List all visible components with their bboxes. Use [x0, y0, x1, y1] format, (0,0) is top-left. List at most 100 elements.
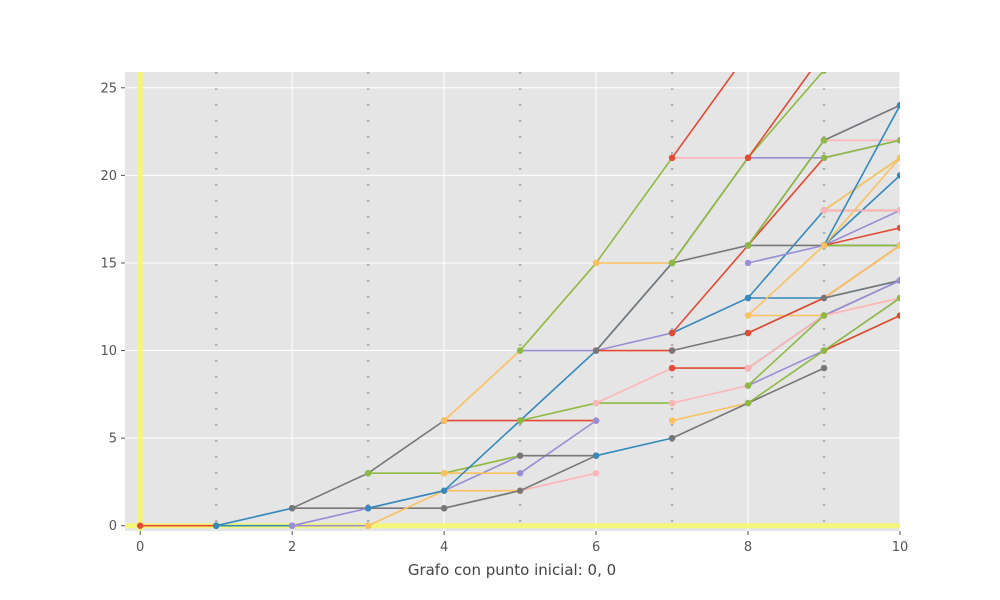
data-point: [744, 329, 752, 337]
data-point: [820, 347, 828, 354]
data-point: [516, 417, 524, 424]
data-point: [744, 399, 752, 407]
data-point: [744, 242, 752, 249]
plot-background: [125, 72, 900, 531]
data-point: [364, 505, 372, 512]
series-line: [823, 157, 900, 246]
data-point: [744, 154, 752, 162]
y-tick-label: 20: [100, 169, 117, 184]
data-point: [516, 452, 524, 459]
series-line: [216, 507, 293, 527]
x-tick-label: 2: [288, 540, 296, 555]
series-line: [823, 104, 900, 142]
y-tick-label: 10: [100, 344, 117, 359]
data-point: [821, 72, 827, 74]
series-15: [516, 417, 600, 477]
data-point: [896, 172, 900, 179]
data-point: [820, 137, 828, 144]
data-point: [820, 364, 828, 372]
data-point: [744, 259, 752, 267]
data-point: [440, 505, 448, 512]
data-point: [592, 417, 600, 424]
series-line: [747, 72, 812, 159]
x-tick-label: 10: [892, 540, 909, 555]
data-point: [288, 505, 296, 512]
x-tick-label: 4: [440, 540, 448, 555]
data-point: [592, 347, 600, 354]
series-line: [823, 297, 900, 317]
series-line: [671, 72, 736, 159]
data-point: [745, 50, 751, 56]
series-line: [823, 244, 900, 299]
series-line: [747, 244, 825, 317]
data-point: [668, 434, 676, 442]
data-point: [744, 294, 752, 302]
series-line: [823, 139, 900, 159]
data-point: [744, 364, 752, 372]
series-line: [747, 314, 825, 387]
data-point: [516, 469, 524, 477]
data-point: [440, 469, 448, 477]
x-tick-label: 0: [136, 540, 144, 555]
data-point: [364, 522, 372, 529]
data-point: [896, 242, 900, 249]
series-line: [823, 279, 900, 317]
series-layer: [136, 50, 900, 529]
y-tick-label: 25: [100, 81, 117, 96]
series-line: [823, 297, 900, 352]
y-tick-label: 5: [109, 432, 117, 447]
y-tick-label: 0: [109, 519, 117, 534]
series-line: [671, 72, 824, 264]
series-63: [744, 137, 828, 249]
y-tick-label: 15: [100, 256, 117, 271]
data-point: [896, 312, 900, 319]
data-point: [592, 399, 600, 407]
data-point: [668, 347, 676, 354]
data-point: [896, 294, 900, 302]
data-point: [896, 137, 900, 144]
series-65: [744, 50, 827, 162]
data-point: [821, 50, 827, 56]
data-point: [592, 469, 600, 477]
data-point: [136, 522, 144, 529]
data-point: [592, 452, 600, 459]
data-point: [820, 312, 828, 319]
data-point: [212, 522, 220, 529]
series-line: [823, 314, 900, 352]
data-point: [820, 242, 828, 249]
series-59: [820, 207, 900, 214]
series-line: [671, 402, 749, 422]
data-point: [896, 207, 900, 214]
series-line: [595, 367, 673, 404]
series-45: [820, 137, 900, 162]
series-line: [823, 279, 900, 299]
series-line: [823, 157, 900, 212]
data-point: [592, 259, 600, 267]
data-point: [668, 417, 676, 424]
data-point: [364, 469, 372, 477]
series-line: [367, 489, 445, 527]
data-point: [744, 382, 752, 389]
data-point: [668, 329, 676, 337]
series-56: [820, 294, 900, 354]
axis-ticks: 0 2 4 6 8 10 0 5 10 15 20 25: [100, 81, 908, 555]
data-point: [668, 399, 676, 407]
x-tick-label: 6: [592, 540, 600, 555]
data-point: [440, 417, 448, 424]
data-point: [288, 522, 296, 529]
data-point: [516, 487, 524, 494]
x-axis-label: Grafo con punto inicial: 0, 0: [408, 561, 616, 579]
series-69: [744, 312, 828, 389]
data-point: [820, 154, 828, 162]
series-line: [823, 227, 900, 247]
series-line: [823, 104, 900, 246]
data-point: [820, 294, 828, 302]
series-66: [668, 50, 751, 162]
series-67: [744, 242, 828, 319]
x-tick-label: 8: [744, 540, 752, 555]
data-point: [440, 487, 448, 494]
series-line: [747, 139, 825, 246]
data-point: [896, 102, 900, 109]
data-point: [896, 224, 900, 232]
